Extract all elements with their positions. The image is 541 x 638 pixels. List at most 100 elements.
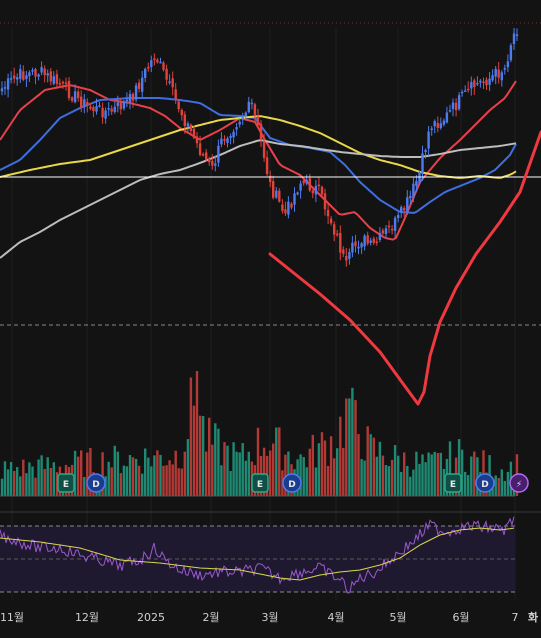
volume-bar: [329, 436, 333, 496]
volume-bar: [348, 398, 351, 496]
candle-body: [116, 102, 119, 107]
volume-bar: [275, 427, 278, 496]
candle-body: [470, 82, 473, 89]
volume-bar: [214, 423, 217, 496]
volume-bar: [43, 469, 46, 496]
candle-body: [208, 158, 211, 163]
candle-body: [485, 79, 488, 86]
volume-bar: [397, 455, 400, 496]
volume-bar: [311, 434, 314, 496]
volume-bar: [278, 427, 281, 496]
candle-body: [205, 152, 208, 160]
volume-bar: [9, 462, 13, 496]
candle-body: [61, 81, 65, 84]
volume-bar: [460, 449, 464, 496]
candle-body: [299, 183, 302, 191]
candle-body: [378, 232, 382, 240]
candle-body: [333, 224, 336, 235]
volume-bar: [427, 452, 430, 496]
volume-bar: [232, 442, 235, 496]
candles: [0, 28, 519, 267]
candle-body: [55, 74, 59, 84]
volume-bar: [192, 405, 196, 496]
candle-body: [460, 91, 464, 94]
volume-bar: [464, 471, 467, 496]
volume-bar: [393, 445, 397, 496]
candle-body: [250, 102, 254, 105]
volume-bar: [482, 450, 485, 496]
volume-bar: [229, 471, 232, 496]
candle-body: [150, 60, 153, 67]
candle-body: [16, 77, 19, 80]
volume-bar: [323, 440, 327, 496]
volume-bar: [320, 432, 324, 496]
earnings-marker: [251, 473, 269, 493]
volume-bar: [339, 416, 342, 496]
volume-bar: [390, 459, 394, 496]
candle-body: [162, 62, 165, 70]
volume-bar: [162, 465, 165, 496]
candle-body: [320, 186, 324, 195]
volume-bar: [354, 400, 357, 496]
volume-bar: [101, 452, 104, 496]
candle-body: [284, 209, 287, 214]
volume-bar: [470, 456, 473, 496]
candle-body: [235, 127, 238, 130]
dividend-marker: [282, 473, 302, 493]
dividend-marker-label: D: [92, 480, 99, 490]
volume-bar: [122, 465, 126, 496]
candle-body: [122, 101, 126, 109]
volume-bar: [195, 371, 199, 496]
candle-body: [180, 109, 183, 116]
x-axis-ticks: 11월 12월 2025 2월 3월 4월 5월 6월 7 화: [0, 610, 538, 624]
flash-marker-label: ⚡: [516, 480, 522, 490]
candle-body: [366, 235, 369, 244]
candle-body: [415, 181, 418, 186]
volume-bar: [77, 456, 80, 496]
candle-body: [497, 69, 500, 78]
candle-body: [101, 107, 104, 118]
volume-bar: [308, 448, 311, 496]
candle-body: [201, 154, 205, 156]
volume-bar: [159, 454, 162, 496]
candle-body: [46, 73, 49, 76]
candle-body: [168, 81, 171, 83]
volume-bar: [83, 477, 86, 496]
candle-body: [125, 99, 129, 102]
candle-body: [317, 184, 321, 187]
volume-bar: [421, 454, 424, 496]
volume-bar: [73, 450, 77, 496]
candle-body: [336, 233, 339, 236]
candle-body: [211, 160, 214, 166]
x-tick-label: 5월: [389, 611, 406, 624]
candle-body: [387, 225, 391, 228]
candle-body: [311, 190, 314, 194]
candle-body: [512, 33, 516, 44]
candle-body: [308, 178, 311, 191]
volume-bar: [128, 455, 132, 496]
volume-bar: [299, 454, 302, 496]
volume-bar: [13, 471, 16, 496]
candle-body: [275, 190, 278, 198]
candle-body: [409, 195, 412, 199]
candle-body: [360, 243, 363, 248]
x-tick-label: 2월: [202, 611, 219, 624]
volume-bar: [284, 454, 287, 496]
volume-bar: [262, 447, 266, 496]
volume-bar: [208, 417, 211, 496]
candle-body: [49, 71, 52, 82]
volume-bar: [211, 444, 214, 496]
volume-bar: [415, 451, 418, 496]
volume-bar: [333, 458, 336, 496]
time-axis: [0, 600, 541, 638]
candle-body: [375, 241, 378, 243]
x-tick-label: 4월: [327, 611, 344, 624]
dividend-marker: [86, 473, 106, 493]
candle-body: [64, 82, 68, 84]
candle-body: [256, 116, 260, 125]
volume-bar: [116, 451, 119, 496]
candle-body: [457, 95, 461, 110]
volume-bar: [180, 468, 183, 496]
candle-body: [98, 105, 101, 107]
